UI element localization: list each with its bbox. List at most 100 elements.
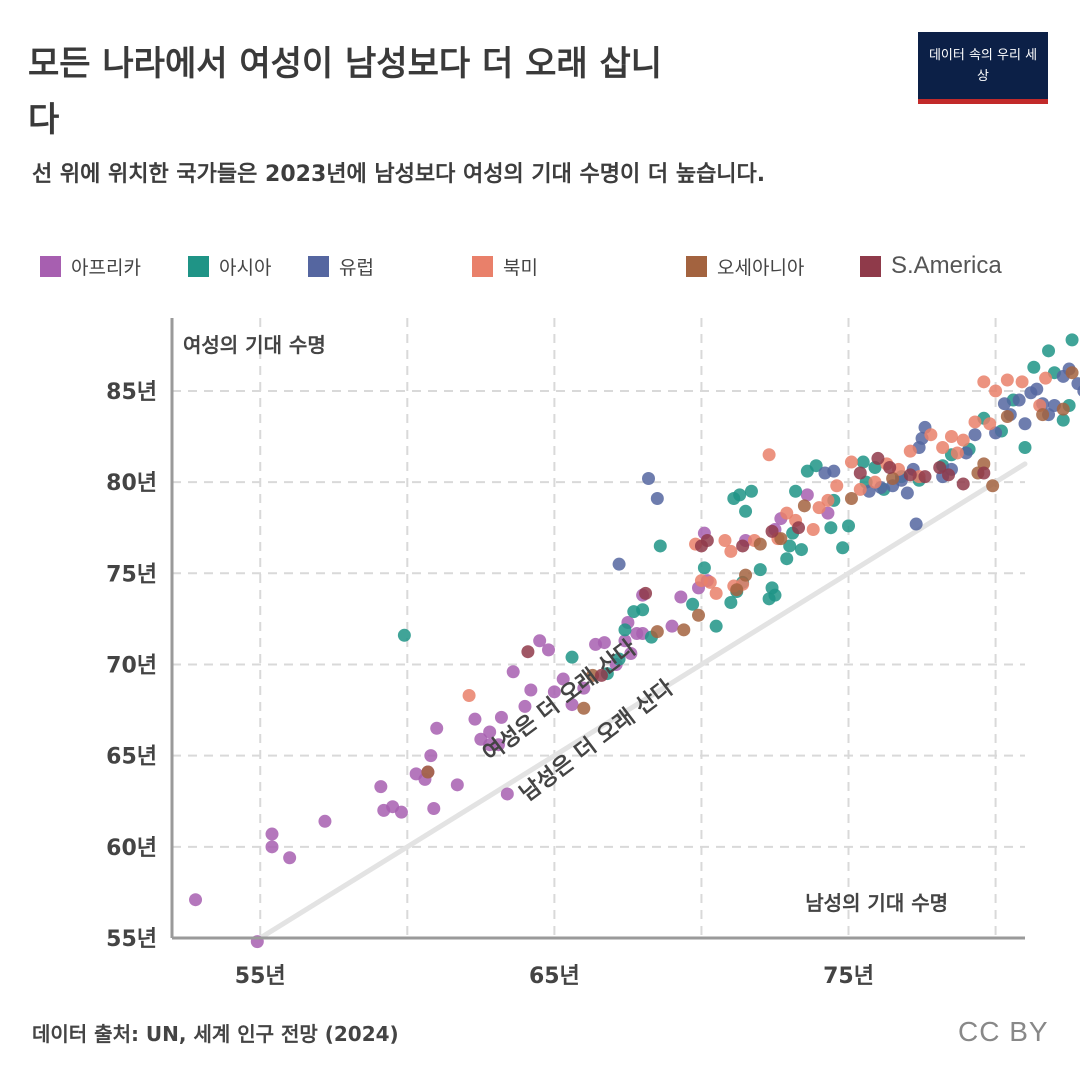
data-point-series-3[interactable] — [463, 689, 476, 702]
data-point-series-4[interactable] — [798, 499, 811, 512]
data-point-series-0[interactable] — [468, 713, 481, 726]
data-point-series-0[interactable] — [542, 643, 555, 656]
data-point-series-5[interactable] — [854, 467, 867, 480]
legend-item-north-america[interactable]: 북미 — [472, 248, 538, 284]
legend-item-oceania[interactable]: 오세아니아 — [686, 248, 804, 284]
data-point-series-0[interactable] — [451, 778, 464, 791]
data-point-series-2[interactable] — [827, 465, 840, 478]
data-point-series-3[interactable] — [1039, 372, 1052, 385]
data-point-series-1[interactable] — [398, 629, 411, 642]
data-point-series-4[interactable] — [1057, 403, 1070, 416]
data-point-series-0[interactable] — [598, 636, 611, 649]
data-point-series-1[interactable] — [654, 539, 667, 552]
data-point-series-0[interactable] — [501, 787, 514, 800]
data-point-series-5[interactable] — [736, 539, 749, 552]
data-point-series-3[interactable] — [718, 534, 731, 547]
data-point-series-4[interactable] — [845, 492, 858, 505]
data-point-series-3[interactable] — [830, 479, 843, 492]
data-point-series-1[interactable] — [766, 581, 779, 594]
legend-item-africa[interactable]: 아프리카 — [40, 248, 141, 284]
data-point-series-3[interactable] — [983, 417, 996, 430]
data-point-series-4[interactable] — [577, 702, 590, 715]
data-point-series-1[interactable] — [1066, 333, 1079, 346]
data-point-series-2[interactable] — [651, 492, 664, 505]
data-point-series-3[interactable] — [868, 476, 881, 489]
data-point-series-3[interactable] — [904, 445, 917, 458]
data-point-series-1[interactable] — [710, 620, 723, 633]
data-point-series-4[interactable] — [730, 583, 743, 596]
data-point-series-2[interactable] — [1030, 383, 1043, 396]
data-point-series-1[interactable] — [1042, 344, 1055, 357]
data-point-series-0[interactable] — [666, 620, 679, 633]
data-point-series-1[interactable] — [836, 541, 849, 554]
data-point-series-5[interactable] — [942, 468, 955, 481]
data-point-series-3[interactable] — [968, 415, 981, 428]
data-point-series-3[interactable] — [924, 428, 937, 441]
data-point-series-1[interactable] — [780, 552, 793, 565]
legend-item-europe[interactable]: 유럽 — [308, 248, 374, 284]
data-point-series-1[interactable] — [857, 456, 870, 469]
data-point-series-1[interactable] — [724, 596, 737, 609]
data-point-series-5[interactable] — [871, 452, 884, 465]
data-point-series-0[interactable] — [266, 840, 279, 853]
data-point-series-0[interactable] — [674, 591, 687, 604]
data-point-series-5[interactable] — [766, 525, 779, 538]
data-point-series-0[interactable] — [318, 815, 331, 828]
data-point-series-1[interactable] — [842, 519, 855, 532]
data-point-series-1[interactable] — [636, 603, 649, 616]
data-point-series-1[interactable] — [789, 485, 802, 498]
license-label[interactable]: CC BY — [958, 1016, 1049, 1048]
data-point-series-0[interactable] — [801, 488, 814, 501]
data-point-series-0[interactable] — [395, 806, 408, 819]
data-point-series-3[interactable] — [1016, 375, 1029, 388]
data-point-series-1[interactable] — [795, 543, 808, 556]
legend-item-south-america[interactable]: S.America — [860, 248, 1002, 284]
data-point-series-2[interactable] — [998, 397, 1011, 410]
data-point-series-5[interactable] — [521, 645, 534, 658]
data-point-series-5[interactable] — [701, 534, 714, 547]
data-point-series-4[interactable] — [754, 538, 767, 551]
data-point-series-3[interactable] — [945, 430, 958, 443]
data-point-series-4[interactable] — [886, 472, 899, 485]
data-point-series-1[interactable] — [686, 598, 699, 611]
data-point-series-1[interactable] — [698, 561, 711, 574]
data-point-series-0[interactable] — [424, 749, 437, 762]
data-point-series-0[interactable] — [427, 802, 440, 815]
data-point-series-0[interactable] — [283, 851, 296, 864]
data-point-series-3[interactable] — [989, 384, 1002, 397]
data-point-series-2[interactable] — [1013, 394, 1026, 407]
data-point-series-1[interactable] — [824, 521, 837, 534]
data-point-series-3[interactable] — [936, 441, 949, 454]
data-point-series-3[interactable] — [977, 375, 990, 388]
legend-item-asia[interactable]: 아시아 — [188, 248, 271, 284]
data-point-series-1[interactable] — [1027, 361, 1040, 374]
data-point-series-2[interactable] — [910, 518, 923, 531]
data-point-series-2[interactable] — [642, 472, 655, 485]
data-point-series-1[interactable] — [1019, 441, 1032, 454]
data-point-series-4[interactable] — [1066, 366, 1079, 379]
publisher-logo[interactable]: 데이터 속의 우리 세상 — [918, 32, 1048, 104]
data-point-series-4[interactable] — [692, 609, 705, 622]
data-point-series-0[interactable] — [507, 665, 520, 678]
data-point-series-3[interactable] — [724, 545, 737, 558]
data-point-series-4[interactable] — [986, 479, 999, 492]
data-point-series-3[interactable] — [951, 446, 964, 459]
data-point-series-5[interactable] — [639, 587, 652, 600]
data-point-series-2[interactable] — [613, 558, 626, 571]
data-point-series-1[interactable] — [566, 651, 579, 664]
data-point-series-5[interactable] — [977, 467, 990, 480]
data-point-series-5[interactable] — [792, 521, 805, 534]
data-point-series-0[interactable] — [266, 828, 279, 841]
data-point-series-2[interactable] — [901, 487, 914, 500]
data-point-series-3[interactable] — [704, 576, 717, 589]
data-point-series-1[interactable] — [745, 485, 758, 498]
data-point-series-1[interactable] — [739, 505, 752, 518]
data-point-series-5[interactable] — [904, 468, 917, 481]
data-point-series-0[interactable] — [374, 780, 387, 793]
data-point-series-1[interactable] — [733, 488, 746, 501]
data-point-series-4[interactable] — [677, 623, 690, 636]
data-point-series-0[interactable] — [524, 684, 537, 697]
data-point-series-2[interactable] — [1019, 417, 1032, 430]
data-point-series-5[interactable] — [883, 461, 896, 474]
data-point-series-4[interactable] — [651, 625, 664, 638]
